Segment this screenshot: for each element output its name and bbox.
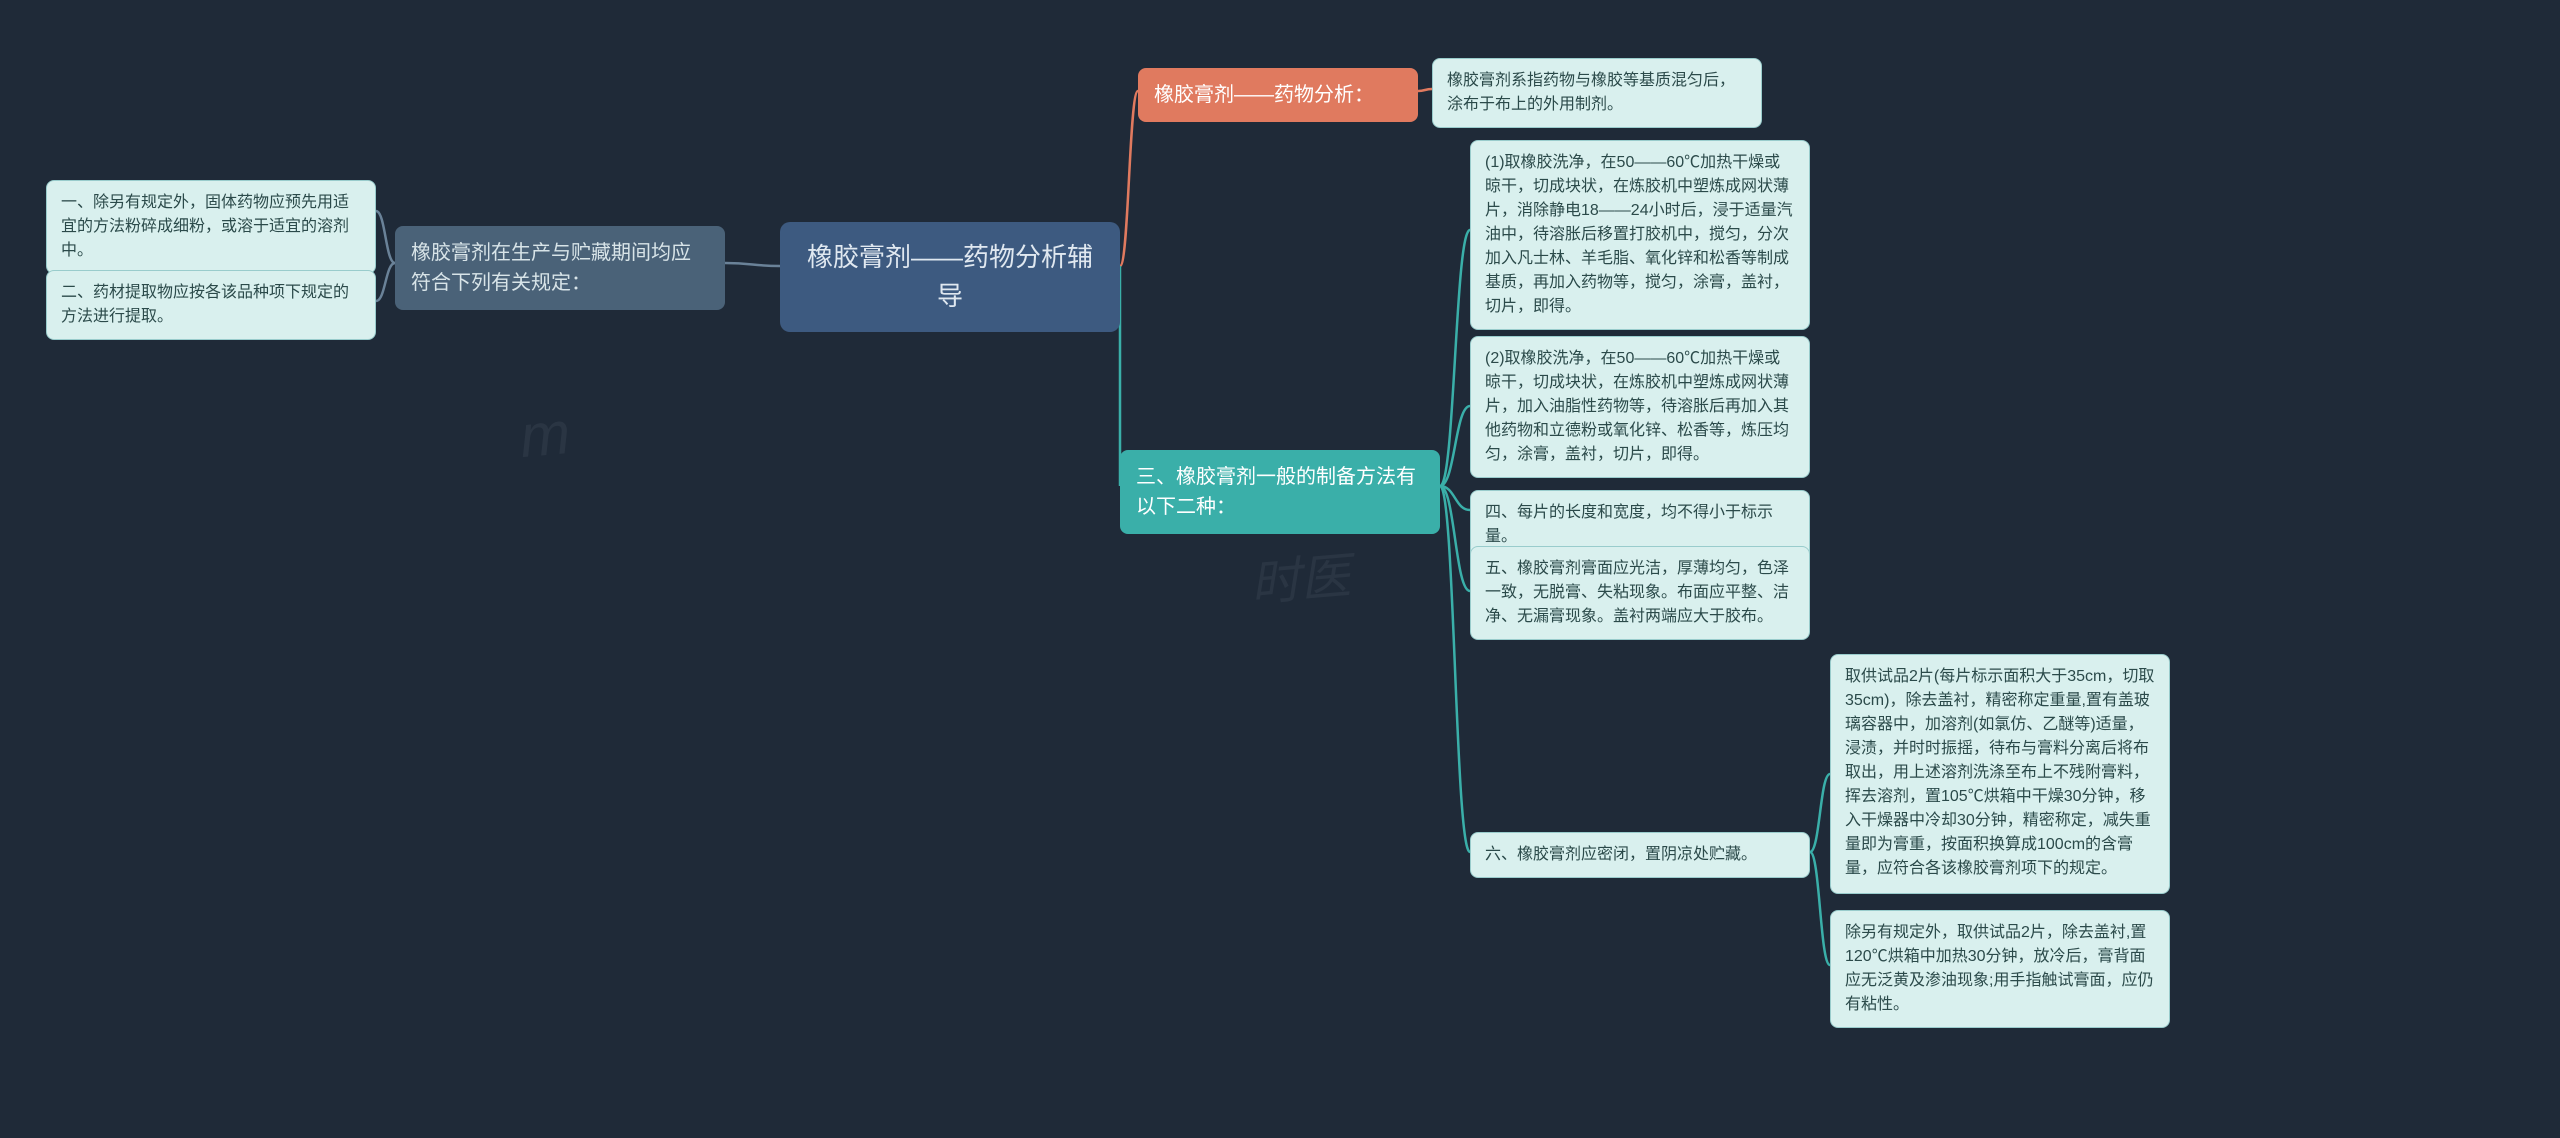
right-teal-leaf-5[interactable]: 六、橡胶膏剂应密闭，置阴凉处贮藏。 [1470,832,1810,878]
watermark-2: 时医 [1247,536,1353,616]
right-teal-leaf-2[interactable]: (2)取橡胶洗净，在50——60℃加热干燥或晾干，切成块状，在炼胶机中塑炼成网状… [1470,336,1810,478]
left-leaf-2[interactable]: 二、药材提取物应按各该品种项下规定的方法进行提取。 [46,270,376,340]
connector-layer [0,0,2560,1138]
right-orange-branch[interactable]: 橡胶膏剂——药物分析： [1138,68,1418,122]
left-leaf-1[interactable]: 一、除另有规定外，固体药物应预先用适宜的方法粉碎成细粉，或溶于适宜的溶剂中。 [46,180,376,274]
root-node[interactable]: 橡胶膏剂——药物分析辅导 [780,222,1120,332]
right-teal-leaf-1[interactable]: (1)取橡胶洗净，在50——60℃加热干燥或晾干，切成块状，在炼胶机中塑炼成网状… [1470,140,1810,330]
right-teal-leaf-5-child-1[interactable]: 取供试品2片(每片标示面积大于35cm，切取35cm)，除去盖衬，精密称定重量,… [1830,654,2170,894]
left-branch[interactable]: 橡胶膏剂在生产与贮藏期间均应符合下列有关规定： [395,226,725,310]
right-teal-leaf-4[interactable]: 五、橡胶膏剂膏面应光洁，厚薄均匀，色泽一致，无脱膏、失粘现象。布面应平整、洁净、… [1470,546,1810,640]
right-teal-leaf-5-child-2[interactable]: 除另有规定外，取供试品2片，除去盖衬,置120℃烘箱中加热30分钟，放冷后，膏背… [1830,910,2170,1028]
right-orange-leaf[interactable]: 橡胶膏剂系指药物与橡胶等基质混匀后，涂布于布上的外用制剂。 [1432,58,1762,128]
watermark-1: m [517,398,573,471]
right-teal-branch[interactable]: 三、橡胶膏剂一般的制备方法有以下二种： [1120,450,1440,534]
